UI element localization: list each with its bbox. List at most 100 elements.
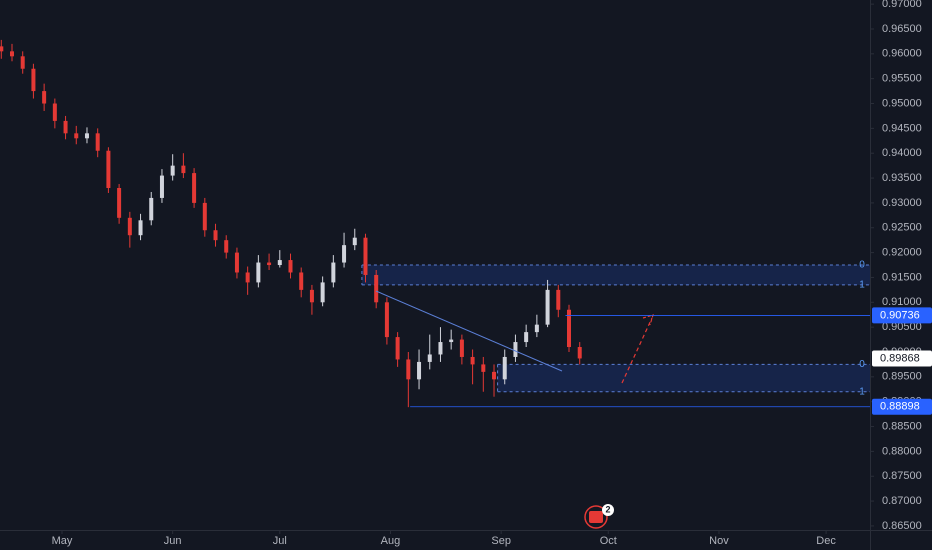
candle-body bbox=[192, 173, 197, 203]
x-tick-label: Oct bbox=[600, 535, 617, 547]
candle-body bbox=[267, 262, 272, 266]
zone-label: 0 bbox=[859, 359, 865, 370]
event-badge-bg bbox=[602, 504, 614, 516]
candle-body bbox=[417, 361, 422, 380]
candle-body bbox=[202, 202, 207, 231]
candle-body bbox=[556, 289, 561, 310]
candle-body bbox=[449, 339, 454, 343]
x-tick-label: Dec bbox=[816, 535, 836, 547]
price-label: 0.88898 bbox=[880, 401, 920, 413]
y-tick-label: 0.96500 bbox=[882, 23, 922, 35]
candle-body bbox=[427, 354, 432, 362]
zone-label: 1 bbox=[859, 386, 865, 397]
candle-body bbox=[20, 56, 25, 69]
y-tick-label: 0.87500 bbox=[882, 470, 922, 482]
candle-body bbox=[63, 120, 68, 134]
price-label-bg bbox=[872, 307, 932, 324]
trend-line bbox=[375, 290, 563, 372]
candle-body bbox=[9, 51, 14, 57]
candle-body bbox=[149, 197, 154, 221]
projection-arrow bbox=[621, 317, 653, 384]
candle-body bbox=[256, 262, 261, 283]
price-label-bg bbox=[872, 398, 932, 415]
y-tick-label: 0.93000 bbox=[882, 197, 922, 209]
y-tick-label: 0.91500 bbox=[882, 271, 922, 283]
y-tick-label: 0.95000 bbox=[882, 97, 922, 109]
event-flag bbox=[589, 511, 603, 523]
candle-body bbox=[492, 371, 497, 380]
y-tick-label: 0.86500 bbox=[882, 520, 922, 532]
candle-body bbox=[342, 245, 347, 263]
candle-body bbox=[127, 217, 132, 236]
candle-body bbox=[502, 356, 507, 380]
y-tick-label: 0.96000 bbox=[882, 48, 922, 60]
candle-body bbox=[106, 150, 111, 188]
candle-body bbox=[138, 220, 143, 236]
zone bbox=[497, 364, 870, 392]
candle-body bbox=[309, 289, 314, 303]
y-tick-label: 0.92500 bbox=[882, 222, 922, 234]
candle-body bbox=[406, 359, 411, 380]
candle-body bbox=[534, 324, 539, 333]
y-tick-label: 0.93500 bbox=[882, 172, 922, 184]
candle-body bbox=[577, 347, 582, 359]
candle-body bbox=[95, 133, 100, 151]
candle-body bbox=[513, 342, 518, 357]
candle-body bbox=[470, 356, 475, 365]
candle-body bbox=[234, 252, 239, 273]
zone bbox=[361, 265, 870, 285]
candle-body bbox=[524, 332, 529, 343]
candle-body bbox=[384, 302, 389, 338]
candle-body bbox=[363, 237, 368, 275]
y-tick-label: 0.87000 bbox=[882, 495, 922, 507]
candle-body bbox=[277, 260, 282, 266]
candle-body bbox=[159, 175, 164, 198]
y-tick-label: 0.88000 bbox=[882, 445, 922, 457]
candle-body bbox=[459, 339, 464, 357]
candle-body bbox=[352, 237, 357, 246]
x-tick-label: Aug bbox=[381, 535, 401, 547]
x-tick-label: May bbox=[52, 535, 73, 547]
candle-body bbox=[84, 133, 89, 139]
candle-body bbox=[42, 91, 47, 104]
y-tick-label: 0.88500 bbox=[882, 420, 922, 432]
candle-body bbox=[213, 230, 218, 241]
y-tick-label: 0.91000 bbox=[882, 296, 922, 308]
y-tick-label: 0.94500 bbox=[882, 122, 922, 134]
candle-body bbox=[395, 337, 400, 360]
zone-label: 1 bbox=[859, 280, 865, 291]
candle-body bbox=[0, 46, 4, 52]
x-tick-label: Sep bbox=[491, 535, 511, 547]
x-tick-label: Nov bbox=[709, 535, 729, 547]
y-tick-label: 0.92000 bbox=[882, 247, 922, 259]
candle-body bbox=[320, 282, 325, 303]
price-label: 0.89868 bbox=[880, 352, 920, 364]
price-label-bg bbox=[872, 350, 932, 367]
x-tick-label: Jun bbox=[164, 535, 182, 547]
candle-body bbox=[245, 272, 250, 283]
price-label: 0.90736 bbox=[880, 309, 920, 321]
event-ring bbox=[584, 505, 608, 529]
candle-body bbox=[331, 262, 336, 283]
candle-body bbox=[567, 309, 572, 348]
y-tick-label: 0.95500 bbox=[882, 73, 922, 85]
candle-body bbox=[170, 165, 175, 176]
candle-body bbox=[374, 274, 379, 303]
candle-body bbox=[31, 68, 36, 92]
candle-body bbox=[545, 289, 550, 325]
event-badge: 2 bbox=[605, 504, 610, 514]
candle-body bbox=[74, 133, 79, 139]
y-tick-label: 0.89500 bbox=[882, 371, 922, 383]
zone-label: 0 bbox=[859, 260, 865, 271]
candle-body bbox=[288, 260, 293, 273]
event-marker[interactable]: 2 bbox=[584, 504, 614, 529]
candle-body bbox=[181, 165, 186, 174]
x-tick-label: Jul bbox=[273, 535, 287, 547]
candle-body bbox=[438, 342, 443, 355]
candle-body bbox=[52, 103, 57, 121]
candle-body bbox=[224, 240, 229, 253]
candle-body bbox=[299, 272, 304, 290]
